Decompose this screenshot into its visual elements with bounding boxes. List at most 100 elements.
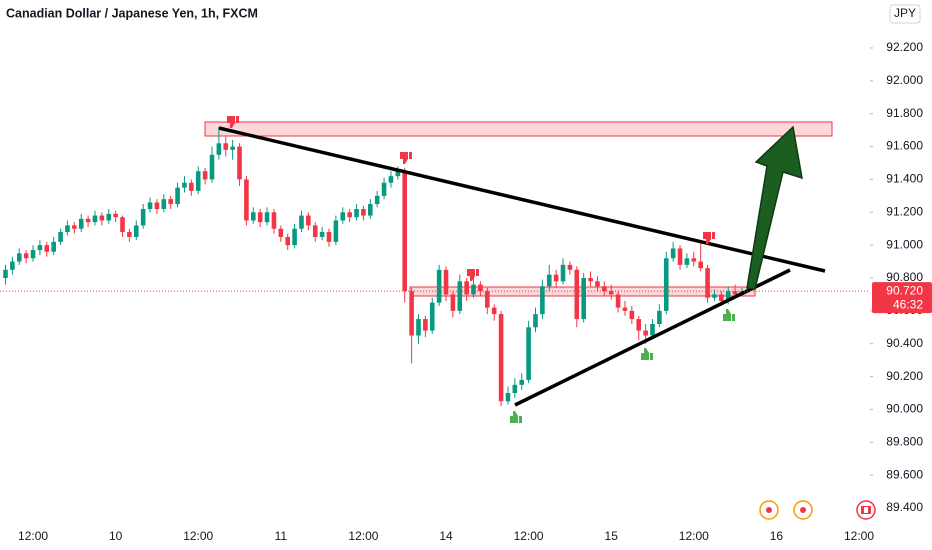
candle-body	[574, 269, 580, 320]
candle-body	[154, 202, 160, 209]
candle-body	[292, 228, 297, 246]
candle-body	[663, 258, 669, 311]
candle-body	[209, 154, 215, 180]
currency-badge[interactable]	[889, 4, 921, 24]
candle-body	[388, 176, 394, 183]
candle-body	[250, 212, 256, 221]
candle-body	[140, 208, 146, 226]
candle-body	[168, 199, 173, 205]
candle-body	[498, 314, 504, 402]
candle-body	[526, 327, 531, 380]
thumbs-up-icon	[510, 411, 522, 423]
candle-body	[223, 143, 229, 150]
candle-body	[595, 281, 600, 287]
candle-body	[51, 241, 56, 252]
candle-body	[127, 232, 132, 237]
candle-body	[416, 319, 421, 336]
x-tick-label: 15	[605, 529, 619, 543]
thumbs-down-icon	[703, 232, 715, 244]
candle-body	[643, 330, 648, 336]
thumbs-up-icon	[723, 309, 735, 321]
candle-body	[519, 379, 525, 385]
candle-body	[189, 182, 194, 191]
candle-body	[99, 215, 105, 221]
candle-body	[436, 269, 442, 303]
y-tick-label: 91.200	[886, 204, 923, 218]
drawings	[218, 116, 826, 423]
x-tick-label: 12:00	[844, 529, 874, 543]
candle-body	[237, 146, 242, 180]
candle-body	[698, 261, 703, 269]
candle-body	[271, 212, 277, 229]
event-icon-dot	[766, 507, 772, 513]
candle-body	[464, 281, 469, 295]
x-tick-label: 11	[275, 529, 288, 543]
countdown-label: 46:32	[893, 297, 923, 311]
y-tick-label: 91.800	[886, 106, 923, 120]
candle-body	[719, 294, 724, 302]
candle-body	[402, 171, 408, 292]
event-icons	[759, 500, 876, 520]
candle-body	[326, 232, 332, 242]
candle-body	[37, 245, 43, 251]
candle-body	[443, 269, 449, 295]
candle-body	[319, 232, 325, 237]
candle-body	[10, 261, 15, 270]
candle-body	[546, 274, 552, 287]
candle-body	[202, 171, 208, 180]
ascending-trendline	[514, 268, 791, 407]
candle-body	[354, 208, 359, 218]
thumbs-down-icon	[227, 116, 239, 128]
candle-body	[381, 182, 387, 196]
candle-body	[705, 268, 710, 298]
candle-body	[560, 264, 566, 282]
y-tick-label: 90.800	[886, 270, 923, 284]
chart-title: Canadian Dollar / Japanese Yen, 1h, FXCM	[6, 6, 258, 20]
candle-body	[340, 212, 346, 221]
candle-body	[299, 215, 304, 229]
candle-body	[113, 213, 118, 218]
candle-body	[691, 258, 697, 262]
candle-body	[650, 324, 655, 336]
candle-body	[505, 393, 511, 402]
candle-body	[622, 307, 628, 311]
candle-body	[670, 248, 676, 259]
candle-body	[602, 286, 607, 292]
candle-body	[312, 225, 318, 237]
candle-body	[306, 215, 311, 226]
currency-label: JPY	[894, 6, 916, 20]
buy-signals	[510, 309, 735, 423]
candle-body	[106, 213, 112, 221]
y-tick-label: 90.000	[886, 402, 923, 416]
x-tick-label: 12:00	[514, 529, 544, 543]
y-tick-label: 90.200	[886, 369, 923, 383]
y-tick-label: 91.000	[886, 237, 923, 251]
bullish-arrow	[746, 125, 803, 290]
candle-body	[409, 291, 414, 336]
candle-body	[44, 245, 50, 252]
candle-body	[175, 187, 180, 205]
candle-body	[285, 236, 291, 246]
candle-body	[30, 250, 36, 259]
sell-signals	[227, 116, 715, 281]
candle-body	[58, 232, 63, 242]
candle-body	[367, 204, 373, 216]
x-tick-label: 12:00	[183, 529, 213, 543]
last-price-label: 90.720	[886, 283, 923, 297]
y-tick-label: 91.600	[886, 139, 923, 153]
candle-body	[629, 310, 635, 320]
candle-body	[725, 291, 731, 302]
descending-trendline	[218, 126, 826, 273]
candle-body	[423, 319, 428, 331]
candle-body	[85, 218, 91, 223]
y-tick-label: 90.400	[886, 336, 923, 350]
thumbs-down-icon	[467, 269, 479, 281]
candle-body	[429, 302, 435, 331]
candle-body	[450, 294, 456, 311]
candle-body	[278, 228, 284, 237]
y-tick-label: 92.000	[886, 73, 923, 87]
candle-body	[182, 182, 187, 188]
x-tick-label: 12:00	[348, 529, 378, 543]
